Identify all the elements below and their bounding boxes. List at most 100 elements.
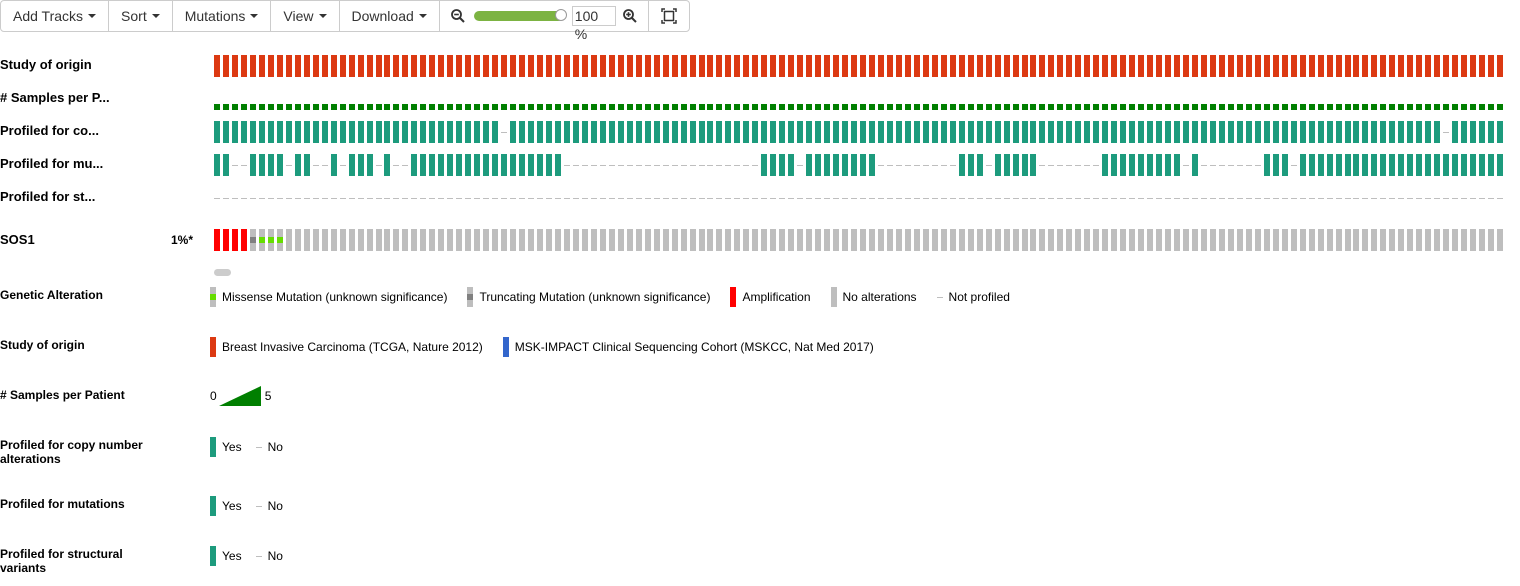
samples-cell[interactable] (1102, 104, 1109, 110)
not-profiled-cell[interactable] (1407, 198, 1414, 199)
not-profiled-cell[interactable] (1443, 198, 1450, 199)
profiled-cell[interactable] (411, 121, 418, 143)
study-cell[interactable] (231, 55, 238, 77)
not-profiled-cell[interactable] (842, 198, 849, 199)
amplification-cell[interactable] (222, 229, 229, 251)
study-cell[interactable] (321, 55, 328, 77)
not-profiled-cell[interactable] (1362, 198, 1369, 199)
profiled-cell[interactable] (1470, 121, 1477, 143)
samples-cell[interactable] (240, 104, 247, 110)
not-profiled-cell[interactable] (231, 198, 238, 199)
profiled-cell[interactable] (590, 121, 597, 143)
samples-cell[interactable] (1138, 104, 1145, 110)
samples-cell[interactable] (1380, 104, 1387, 110)
not-profiled-cell[interactable] (1236, 198, 1243, 199)
gene-cell[interactable] (671, 229, 678, 251)
study-cell[interactable] (1218, 55, 1225, 77)
profiled-cell[interactable] (1461, 121, 1468, 143)
study-cell[interactable] (1075, 55, 1082, 77)
gene-cell[interactable] (1048, 229, 1055, 251)
not-profiled-cell[interactable] (707, 165, 714, 166)
study-cell[interactable] (554, 55, 561, 77)
not-profiled-cell[interactable] (563, 165, 570, 166)
profiled-cell[interactable] (806, 121, 813, 143)
profiled-cell[interactable] (429, 121, 436, 143)
samples-cell[interactable] (1317, 104, 1324, 110)
profiled-cell[interactable] (1021, 121, 1028, 143)
not-profiled-cell[interactable] (698, 165, 705, 166)
samples-cell[interactable] (258, 104, 265, 110)
samples-cell[interactable] (895, 104, 902, 110)
not-profiled-cell[interactable] (1200, 198, 1207, 199)
gene-cell[interactable] (1416, 229, 1423, 251)
profiled-cell[interactable] (1290, 121, 1297, 143)
profiled-cell[interactable] (393, 121, 400, 143)
not-profiled-cell[interactable] (617, 165, 624, 166)
profiled-cell[interactable] (671, 121, 678, 143)
not-profiled-cell[interactable] (1120, 198, 1127, 199)
profiled-cell[interactable] (214, 154, 220, 176)
study-cell[interactable] (895, 55, 902, 77)
gene-cell[interactable] (393, 229, 400, 251)
samples-cell[interactable] (465, 104, 472, 110)
study-cell[interactable] (528, 55, 535, 77)
gene-cell[interactable] (1371, 229, 1378, 251)
samples-cell[interactable] (761, 104, 768, 110)
not-profiled-cell[interactable] (967, 198, 974, 199)
profiled-cell[interactable] (788, 121, 795, 143)
not-profiled-cell[interactable] (1147, 198, 1154, 199)
profiled-cell[interactable] (626, 121, 633, 143)
study-cell[interactable] (1470, 55, 1477, 77)
profiled-cell[interactable] (761, 154, 768, 176)
samples-cell[interactable] (1389, 104, 1396, 110)
samples-cell[interactable] (447, 104, 454, 110)
study-cell[interactable] (608, 55, 615, 77)
not-profiled-cell[interactable] (429, 198, 436, 199)
study-cell[interactable] (949, 55, 956, 77)
profiled-cell[interactable] (1218, 121, 1225, 143)
not-profiled-cell[interactable] (734, 165, 741, 166)
samples-cell[interactable] (922, 104, 929, 110)
profiled-cell[interactable] (797, 121, 804, 143)
not-profiled-cell[interactable] (716, 198, 723, 199)
study-cell[interactable] (913, 55, 920, 77)
samples-cell[interactable] (1066, 104, 1073, 110)
samples-cell[interactable] (877, 104, 884, 110)
samples-cell[interactable] (788, 104, 795, 110)
profiled-cell[interactable] (1048, 121, 1055, 143)
study-cell[interactable] (1272, 55, 1279, 77)
not-profiled-cell[interactable] (788, 198, 795, 199)
not-profiled-cell[interactable] (590, 198, 597, 199)
samples-cell[interactable] (1497, 104, 1504, 110)
study-cell[interactable] (1425, 55, 1432, 77)
gene-cell[interactable] (689, 229, 696, 251)
samples-cell[interactable] (967, 104, 974, 110)
gene-cell[interactable] (1344, 229, 1351, 251)
samples-cell[interactable] (599, 104, 606, 110)
track-profiled-sv[interactable] (214, 187, 1506, 209)
profiled-cell[interactable] (294, 154, 301, 176)
study-cell[interactable] (1200, 55, 1207, 77)
profiled-cell[interactable] (501, 154, 508, 176)
study-cell[interactable] (1362, 55, 1369, 77)
not-profiled-cell[interactable] (824, 198, 831, 199)
profiled-cell[interactable] (1191, 121, 1198, 143)
study-cell[interactable] (1344, 55, 1351, 77)
gene-cell[interactable] (1452, 229, 1459, 251)
profiled-cell[interactable] (267, 121, 274, 143)
not-profiled-cell[interactable] (1057, 198, 1064, 199)
not-profiled-cell[interactable] (1066, 198, 1073, 199)
profiled-cell[interactable] (285, 121, 292, 143)
not-profiled-cell[interactable] (1075, 198, 1082, 199)
study-cell[interactable] (1093, 55, 1100, 77)
not-profiled-cell[interactable] (1183, 198, 1189, 199)
profiled-cell[interactable] (537, 154, 543, 176)
samples-cell[interactable] (312, 104, 319, 110)
gene-cell[interactable] (1147, 229, 1154, 251)
not-profiled-cell[interactable] (770, 198, 777, 199)
samples-cell[interactable] (393, 104, 400, 110)
profiled-cell[interactable] (940, 121, 947, 143)
samples-cell[interactable] (231, 104, 238, 110)
not-profiled-cell[interactable] (1227, 198, 1234, 199)
gene-cell[interactable] (1075, 229, 1082, 251)
